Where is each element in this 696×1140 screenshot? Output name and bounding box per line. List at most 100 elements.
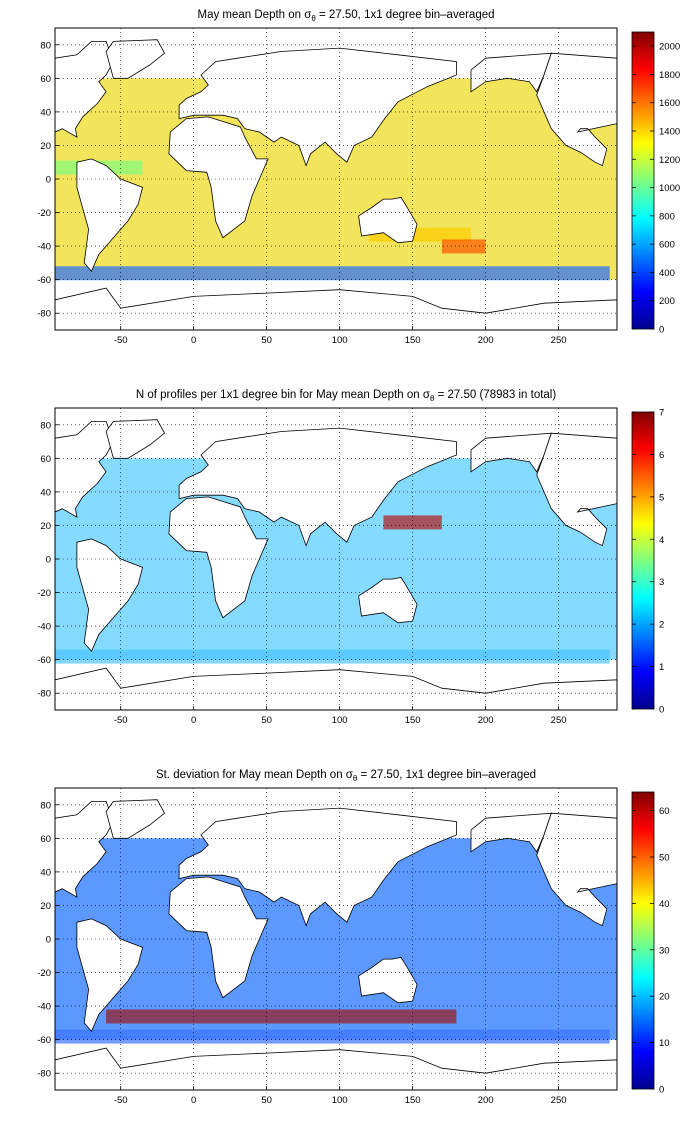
coastline	[76, 538, 144, 653]
x-tick-label: -50	[114, 1095, 128, 1106]
coastline	[178, 427, 457, 547]
y-tick-label: 40	[40, 107, 51, 118]
x-tick-label: 250	[551, 1095, 567, 1106]
x-tick-label: 200	[478, 1095, 494, 1106]
coastline	[55, 421, 114, 518]
colorbar-tick-label: 1	[659, 662, 664, 673]
colorbar-tick-label: 400	[659, 268, 675, 279]
colorbar-tick-label: 10	[659, 1038, 670, 1049]
colorbar-tick-label: 0	[659, 705, 664, 716]
coastline	[470, 812, 552, 853]
y-tick-label: 20	[40, 141, 51, 152]
y-tick-label: 0	[46, 555, 51, 566]
colorbar-tick-label: 50	[659, 852, 670, 863]
y-tick-label: 20	[40, 901, 51, 912]
colorbar-ramp	[631, 411, 655, 710]
coastline	[55, 801, 114, 898]
x-tick-label: 0	[191, 715, 196, 726]
colorbar-tick-label: 2	[659, 620, 664, 631]
coastline	[536, 52, 617, 167]
coastline	[536, 432, 617, 547]
colorbar-tick-label: 1400	[659, 127, 680, 138]
colorbar-tick-label: 3	[659, 577, 664, 588]
coastline	[55, 41, 114, 138]
y-tick-label: -60	[37, 1035, 51, 1046]
y-tick-label: -40	[37, 622, 51, 633]
colorbar-tick-label: 1000	[659, 183, 680, 194]
colorbar: 0 1 2 3 4 5 6 7	[631, 408, 664, 716]
colorbar-ramp	[631, 31, 655, 330]
x-tick-label: 200	[478, 715, 494, 726]
colorbar-tick-label: 5	[659, 492, 664, 503]
colorbar-tick-label: 1200	[659, 155, 680, 166]
continents	[55, 419, 617, 710]
colorbar-tick-label: 30	[659, 945, 670, 956]
colorbar-tick-label: 0	[659, 325, 664, 336]
y-tick-label: -60	[37, 655, 51, 666]
colorbar-tick-label: 6	[659, 450, 664, 461]
coastline	[76, 918, 144, 1033]
y-tick-label: -80	[37, 1069, 51, 1080]
x-tick-label: 100	[332, 1095, 348, 1106]
coastline	[358, 197, 418, 244]
y-tick-label: 80	[40, 420, 51, 431]
coastline	[470, 432, 552, 473]
x-tick-label: 50	[261, 1095, 272, 1106]
map-area: -50 0 50 100 150 200 250 -80 -60 -40 -20 0 20 40 60 80	[37, 787, 618, 1106]
coastline	[55, 1047, 617, 1090]
coastline	[536, 812, 617, 927]
y-tick-label: -80	[37, 309, 51, 320]
y-tick-label: -80	[37, 689, 51, 700]
y-tick-label: -40	[37, 1002, 51, 1013]
y-tick-label: -20	[37, 588, 51, 599]
y-tick-label: 0	[46, 935, 51, 946]
grid	[55, 408, 617, 710]
colorbar-tick-label: 600	[659, 240, 675, 251]
ocean-band	[55, 649, 610, 664]
x-tick-label: 0	[191, 1095, 196, 1106]
panel-std-dev: St. deviation for May mean Depth on σθ =…	[37, 769, 669, 1106]
colorbar-tick-label: 200	[659, 296, 675, 307]
panel-title: St. deviation for May mean Depth on σθ =…	[156, 769, 536, 783]
y-tick-label: 60	[40, 74, 51, 85]
colorbar-tick-label: 0	[659, 1085, 664, 1096]
panel-mean-depth: May mean Depth on σθ = 27.50, 1x1 degree…	[37, 9, 680, 346]
colorbar-tick-label: 60	[659, 806, 670, 817]
ocean-band	[106, 1009, 457, 1024]
colorbar-tick-label: 1800	[659, 70, 680, 81]
coastline	[470, 52, 552, 93]
ocean-band	[383, 515, 442, 530]
continents	[55, 799, 617, 1090]
x-tick-label: 50	[261, 715, 272, 726]
colorbar-tick-label: 1600	[659, 98, 680, 109]
x-tick-label: 0	[191, 335, 196, 346]
colorbar-tick-label: 4	[659, 535, 664, 546]
x-tick-label: 50	[261, 335, 272, 346]
y-tick-label: 40	[40, 487, 51, 498]
colorbar: 0 10 20 30 40 50 60	[631, 791, 670, 1096]
x-tick-label: 250	[551, 715, 567, 726]
coastline	[55, 287, 617, 330]
colorbar: 0 200 400 600 800 1000 1200 1400 1600 1800 2000	[631, 31, 680, 336]
ocean-band	[55, 266, 610, 281]
coastline	[178, 47, 457, 167]
ocean-band	[55, 1029, 610, 1044]
grid	[55, 28, 617, 330]
y-tick-label: -20	[37, 208, 51, 219]
y-tick-label: 60	[40, 454, 51, 465]
panel-title: N of profiles per 1x1 degree bin for May…	[136, 389, 557, 403]
y-tick-label: 40	[40, 867, 51, 878]
coastline	[55, 667, 617, 710]
y-tick-label: 0	[46, 175, 51, 186]
y-tick-label: 80	[40, 40, 51, 51]
map-area: -50 0 50 100 150 200 250 -80 -60 -40 -20 0 20 40 60 80	[37, 407, 618, 726]
y-tick-label: 20	[40, 521, 51, 532]
colorbar-tick-label: 20	[659, 992, 670, 1003]
x-tick-label: -50	[114, 335, 128, 346]
colorbar-tick-label: 40	[659, 899, 670, 910]
colorbar-tick-label: 2000	[659, 42, 680, 53]
x-tick-label: -50	[114, 715, 128, 726]
y-tick-label: -20	[37, 968, 51, 979]
coastline	[178, 807, 457, 927]
